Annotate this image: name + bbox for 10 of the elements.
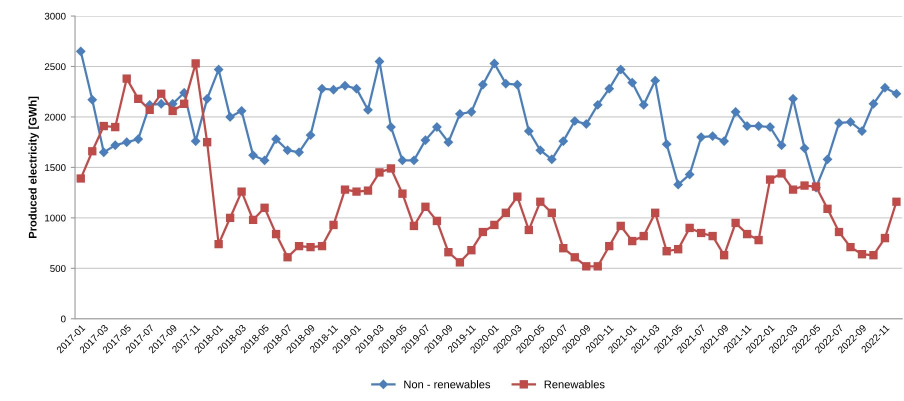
y-tick-label: 1500 xyxy=(45,164,66,172)
y-tick-label: 2000 xyxy=(44,114,66,121)
y-tick-label: 0 xyxy=(60,316,66,322)
y-tick-label: 1000 xyxy=(45,214,66,222)
legend-label: Non - renewables xyxy=(404,380,490,388)
y-tick-label: 2500 xyxy=(44,63,66,70)
y-axis-title: Produced electricity [GWh] xyxy=(28,96,39,238)
legend-label: Renewables xyxy=(544,380,605,388)
y-tick-label: 3000 xyxy=(44,12,66,20)
y-tick-label: 500 xyxy=(50,265,66,272)
